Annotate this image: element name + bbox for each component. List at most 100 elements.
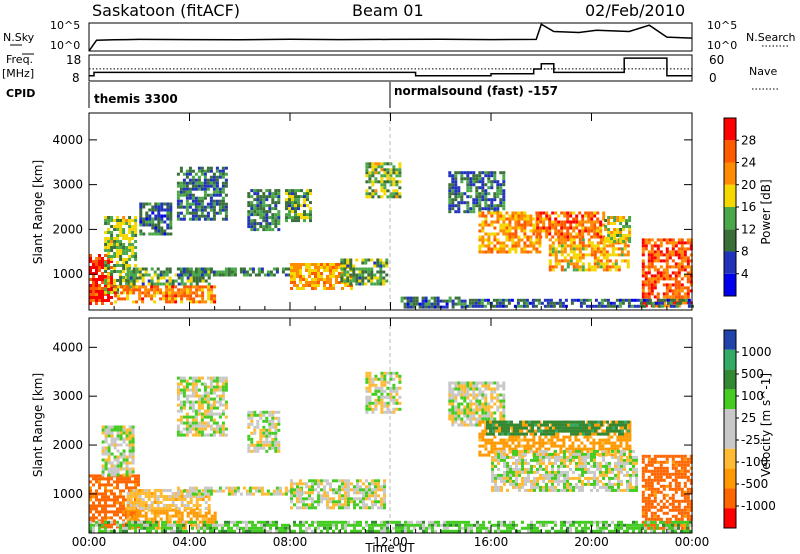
- velocity-cell-6: [268, 422, 272, 426]
- velocity-cell-2: [168, 508, 172, 512]
- power-cell-1: [110, 246, 114, 249]
- velocity-cell-2: [180, 514, 184, 518]
- power-cell-7: [262, 192, 266, 196]
- velocity-cell-2: [183, 520, 187, 524]
- power-cell-9: [293, 266, 296, 269]
- power-cell-19: [501, 304, 505, 308]
- power-cell-16: [551, 241, 555, 245]
- velocity-cell-9: [472, 396, 476, 400]
- power-cell-18: [674, 241, 678, 245]
- power-cell-7: [268, 228, 272, 232]
- velocity-cell-9: [460, 402, 464, 406]
- power-cell-18: [683, 259, 687, 263]
- velocity-cell-9: [502, 414, 506, 418]
- power-cell-15: [569, 214, 573, 218]
- velocity-cell-4: [176, 489, 180, 493]
- velocity-cell-1: [125, 470, 129, 474]
- velocity-cell-10: [526, 438, 530, 442]
- power-cell-18: [680, 301, 684, 305]
- velocity-cell-2: [171, 508, 175, 512]
- velocity-cell-9: [469, 423, 473, 427]
- power-cell-14: [514, 232, 518, 236]
- power-cell-18: [644, 274, 648, 278]
- velocity-cell-8: [392, 395, 396, 399]
- power-cell-18: [653, 256, 657, 260]
- velocity-cell-1: [104, 446, 108, 450]
- power-cell-5: [224, 184, 228, 188]
- power-cell-2: [153, 300, 157, 304]
- velocity-cell-1: [101, 467, 105, 471]
- velocity-cell-10: [598, 444, 602, 448]
- power-cell-1: [128, 258, 132, 261]
- power-cell-18: [689, 301, 693, 305]
- power-cell-14: [487, 232, 491, 236]
- power-cell-2: [150, 285, 154, 289]
- velocity-cell-3: [165, 489, 169, 492]
- velocity-cell-0: [101, 492, 104, 496]
- velocity-cell-9: [460, 387, 464, 391]
- power-cell-13: [454, 171, 458, 175]
- power-cell-15: [554, 226, 558, 230]
- velocity-cell-10: [520, 429, 524, 433]
- velocity-cell-9: [463, 411, 467, 415]
- velocity-cell-6: [259, 410, 263, 414]
- velocity-cell-6: [253, 410, 257, 414]
- velocity-cell-2: [213, 511, 217, 515]
- power-cell-2: [195, 291, 199, 295]
- velocity-cell-5: [209, 376, 213, 380]
- power-cell-15: [566, 217, 570, 221]
- power-cell-18: [689, 268, 693, 272]
- power-cell-13: [466, 195, 470, 199]
- velocity-cell-7: [299, 491, 302, 495]
- power-cell-14: [481, 238, 485, 242]
- power-cell-15: [551, 235, 555, 239]
- velocity-cell-8: [365, 398, 369, 402]
- velocity-cell-5: [191, 376, 195, 380]
- velocity-cell-10: [502, 447, 506, 451]
- velocity-cell-0: [89, 504, 92, 508]
- velocity-cell-0: [101, 504, 104, 508]
- velocity-cell-8: [374, 407, 378, 411]
- power-cell-5: [182, 193, 186, 197]
- velocity-cell-5: [182, 406, 186, 410]
- velocity-cell-4: [209, 486, 213, 490]
- power-cell-2: [174, 297, 178, 301]
- velocity-cell-9: [490, 405, 494, 409]
- velocity-cell-6: [268, 413, 272, 417]
- power-cell-14: [478, 214, 482, 218]
- power-cell-17: [613, 234, 617, 237]
- power-cell-19: [576, 298, 580, 302]
- power-cell-0: [101, 272, 104, 275]
- power-cell-14: [490, 211, 494, 215]
- velocity-cell-6: [259, 440, 263, 444]
- power-cell-3: [150, 279, 154, 283]
- power-cell-5: [224, 193, 228, 197]
- power-cell-15: [569, 220, 573, 224]
- velocity-cell-0: [104, 498, 107, 502]
- velocity-cell-7: [290, 494, 293, 498]
- velocity-cell-9: [478, 393, 482, 397]
- power-cell-16: [575, 262, 579, 266]
- power-cell-18: [650, 292, 654, 296]
- velocity-cell-9: [496, 384, 500, 388]
- power-cell-13: [484, 183, 488, 187]
- velocity-cell-5: [206, 424, 210, 428]
- velocity-cell-6: [259, 434, 263, 438]
- velocity-cell-0: [101, 507, 104, 511]
- velocity-cell-9: [466, 408, 470, 412]
- power-cell-1: [116, 222, 120, 225]
- power-cell-11: [377, 180, 381, 184]
- power-cell-10: [379, 261, 383, 265]
- power-cell-16: [596, 244, 600, 248]
- power-cell-16: [605, 268, 609, 272]
- power-cell-5: [218, 202, 222, 206]
- velocity-cell-8: [392, 398, 396, 402]
- velocity-cell-5: [215, 406, 219, 410]
- velocity-cell-10: [511, 438, 515, 442]
- power-cell-13: [499, 204, 503, 208]
- power-cell-5: [185, 196, 189, 200]
- velocity-cell-6: [271, 431, 275, 435]
- velocity-cell-2: [129, 508, 133, 512]
- power-cell-3: [180, 276, 184, 280]
- power-cell-6: [157, 220, 161, 224]
